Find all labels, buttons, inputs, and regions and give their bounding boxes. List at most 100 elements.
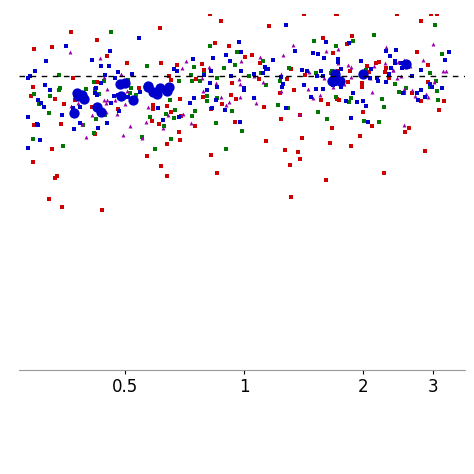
Point: [73, 89, 81, 97]
Point: [142, 118, 150, 126]
Point: [155, 120, 163, 128]
Point: [331, 70, 338, 78]
Point: [60, 100, 68, 108]
Point: [135, 35, 142, 42]
Point: [166, 96, 173, 104]
Point: [323, 115, 330, 123]
Point: [231, 61, 238, 69]
Point: [213, 74, 221, 82]
Point: [207, 152, 215, 159]
Point: [366, 74, 374, 82]
Point: [378, 95, 386, 103]
Point: [102, 99, 109, 107]
Point: [97, 62, 104, 70]
Point: [324, 100, 331, 108]
Point: [103, 119, 111, 127]
Point: [157, 163, 164, 170]
Point: [95, 90, 103, 98]
Point: [188, 77, 196, 84]
Point: [417, 18, 425, 25]
Point: [111, 97, 118, 104]
Point: [121, 100, 129, 108]
Point: [143, 153, 150, 160]
Point: [334, 55, 341, 63]
Point: [188, 112, 196, 119]
Point: [59, 142, 67, 149]
Point: [173, 61, 181, 69]
Point: [382, 47, 389, 55]
Point: [294, 149, 301, 156]
Point: [357, 57, 365, 65]
Point: [91, 78, 98, 85]
Point: [45, 195, 53, 202]
Point: [149, 105, 157, 112]
Point: [428, 83, 436, 91]
Point: [164, 172, 171, 180]
Point: [277, 73, 285, 81]
Point: [425, 79, 432, 86]
Point: [97, 105, 104, 112]
Point: [80, 121, 87, 128]
Point: [276, 77, 283, 85]
Point: [347, 114, 355, 122]
Point: [172, 106, 179, 114]
Point: [362, 66, 369, 74]
Point: [233, 95, 240, 103]
Point: [397, 73, 405, 80]
Point: [58, 203, 65, 211]
Point: [277, 116, 284, 123]
Point: [310, 37, 318, 45]
Point: [107, 28, 114, 36]
Point: [80, 96, 87, 103]
Point: [250, 73, 257, 80]
Point: [358, 79, 365, 87]
Point: [110, 92, 118, 100]
Point: [192, 75, 200, 83]
Point: [328, 77, 336, 85]
Point: [136, 88, 144, 95]
Point: [431, 22, 438, 29]
Point: [240, 86, 247, 94]
Point: [237, 57, 245, 65]
Point: [373, 74, 381, 82]
Point: [53, 172, 61, 180]
Point: [288, 193, 295, 201]
Point: [364, 62, 371, 70]
Point: [128, 70, 136, 78]
Point: [207, 10, 214, 18]
Point: [442, 67, 450, 75]
Point: [421, 147, 428, 155]
Point: [104, 85, 111, 93]
Point: [175, 113, 183, 120]
Point: [190, 63, 197, 71]
Point: [236, 80, 244, 88]
Point: [165, 90, 173, 97]
Point: [156, 25, 164, 32]
Point: [163, 103, 171, 110]
Point: [179, 110, 187, 118]
Point: [426, 81, 433, 88]
Point: [114, 91, 122, 99]
Point: [88, 111, 95, 119]
Point: [401, 128, 408, 136]
Point: [127, 89, 134, 97]
Point: [345, 39, 353, 47]
Point: [328, 124, 336, 132]
Point: [37, 100, 45, 107]
Point: [326, 139, 334, 147]
Point: [176, 136, 184, 143]
Point: [113, 110, 121, 118]
Point: [171, 114, 178, 122]
Point: [369, 123, 376, 130]
Point: [118, 92, 125, 100]
Point: [170, 65, 178, 73]
Point: [218, 93, 225, 100]
Point: [144, 103, 152, 111]
Point: [433, 87, 441, 95]
Point: [385, 74, 393, 82]
Point: [395, 88, 403, 96]
Point: [332, 80, 339, 88]
Point: [440, 67, 447, 75]
Point: [357, 132, 365, 139]
Point: [107, 99, 115, 107]
